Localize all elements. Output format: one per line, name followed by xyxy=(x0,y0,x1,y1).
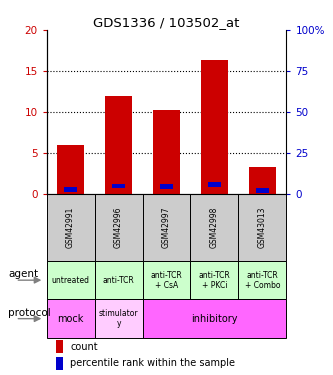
Bar xyxy=(143,194,190,261)
Bar xyxy=(143,261,190,299)
Text: count: count xyxy=(70,342,98,352)
Text: GSM42997: GSM42997 xyxy=(162,207,171,248)
Text: GSM42998: GSM42998 xyxy=(210,207,219,248)
Bar xyxy=(249,167,276,194)
Text: anti-TCR
+ CsA: anti-TCR + CsA xyxy=(151,271,182,290)
Text: anti-TCR: anti-TCR xyxy=(103,276,135,285)
Text: GSM42996: GSM42996 xyxy=(114,207,123,248)
Bar xyxy=(56,340,63,353)
Text: percentile rank within the sample: percentile rank within the sample xyxy=(70,358,235,368)
Text: stimulator
y: stimulator y xyxy=(99,309,138,328)
Text: anti-TCR
+ Combo: anti-TCR + Combo xyxy=(245,271,280,290)
Text: mock: mock xyxy=(57,314,84,324)
Bar xyxy=(190,194,238,261)
Bar xyxy=(238,261,286,299)
Bar xyxy=(153,110,180,194)
Bar xyxy=(64,188,77,192)
Bar xyxy=(56,357,63,370)
Bar xyxy=(190,261,238,299)
Bar xyxy=(105,96,132,194)
Title: GDS1336 / 103502_at: GDS1336 / 103502_at xyxy=(93,16,240,29)
Bar xyxy=(238,194,286,261)
Bar xyxy=(47,261,95,299)
Bar xyxy=(256,188,269,193)
Bar xyxy=(57,145,84,194)
Bar xyxy=(95,299,143,338)
Bar xyxy=(208,182,221,187)
Text: inhibitory: inhibitory xyxy=(191,314,238,324)
Text: untreated: untreated xyxy=(52,276,90,285)
Bar xyxy=(47,299,95,338)
Bar xyxy=(201,60,228,194)
Text: anti-TCR
+ PKCi: anti-TCR + PKCi xyxy=(198,271,230,290)
Bar xyxy=(95,261,143,299)
Text: agent: agent xyxy=(8,269,38,279)
Bar xyxy=(160,184,173,189)
Bar xyxy=(112,184,125,188)
Text: protocol: protocol xyxy=(8,308,51,318)
Text: GSM42991: GSM42991 xyxy=(66,207,75,248)
Text: GSM43013: GSM43013 xyxy=(258,207,267,248)
Bar xyxy=(95,194,143,261)
Bar xyxy=(47,194,95,261)
Bar xyxy=(143,299,286,338)
